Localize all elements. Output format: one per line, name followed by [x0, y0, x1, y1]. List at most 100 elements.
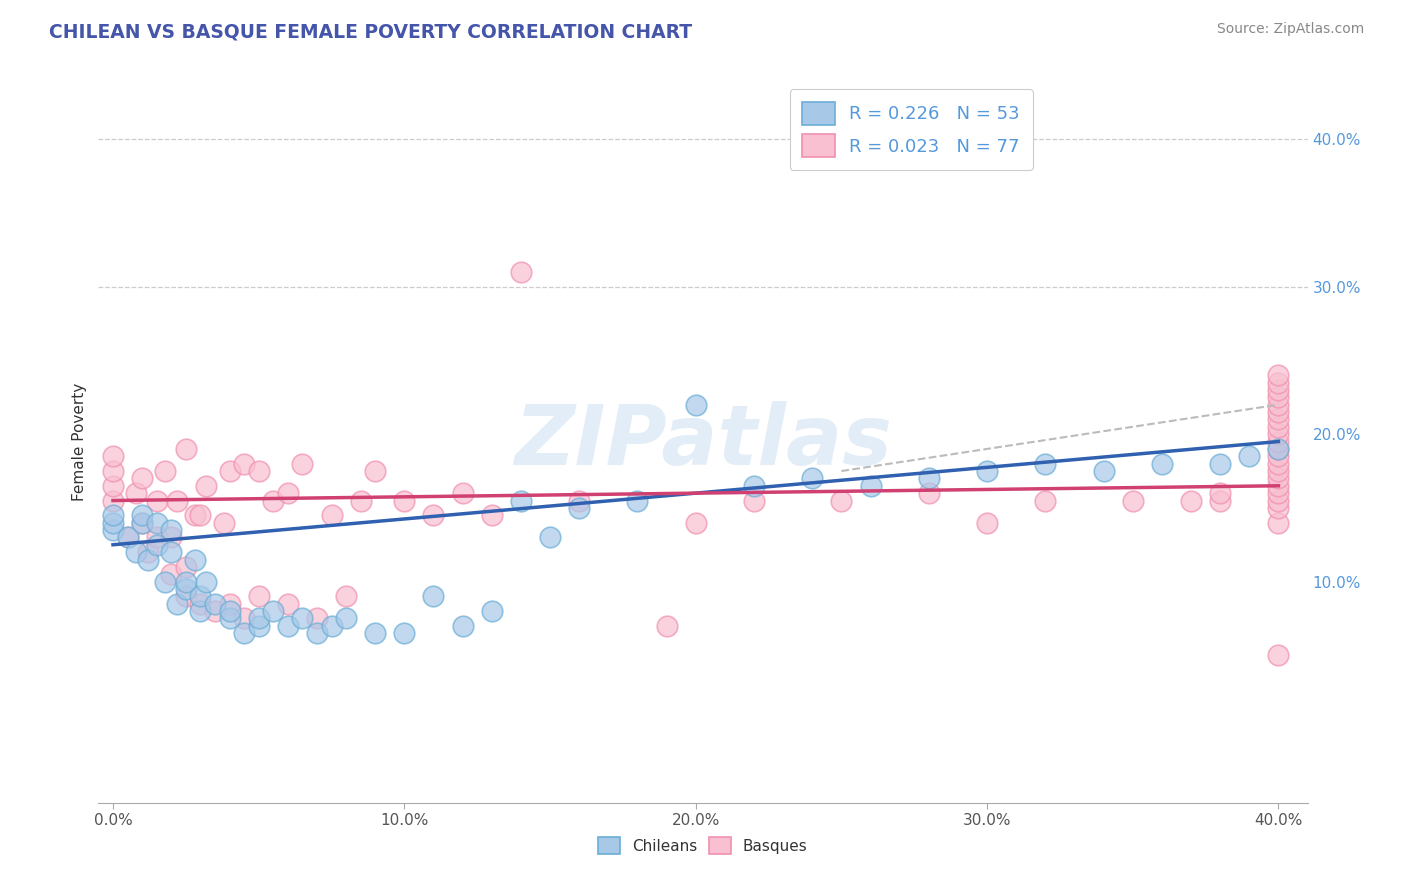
Point — [160, 523, 183, 537]
Point — [1209, 457, 1232, 471]
Point — [101, 493, 124, 508]
Text: Source: ZipAtlas.com: Source: ZipAtlas.com — [1216, 22, 1364, 37]
Point — [101, 523, 124, 537]
Point — [262, 493, 284, 508]
Point — [801, 471, 824, 485]
Point — [291, 457, 314, 471]
Point — [509, 493, 531, 508]
Point — [321, 508, 343, 523]
Point — [131, 471, 153, 485]
Y-axis label: Female Poverty: Female Poverty — [72, 383, 87, 500]
Point — [1267, 405, 1289, 419]
Point — [117, 530, 139, 544]
Point — [1267, 398, 1289, 412]
Text: CHILEAN VS BASQUE FEMALE POVERTY CORRELATION CHART: CHILEAN VS BASQUE FEMALE POVERTY CORRELA… — [49, 22, 692, 41]
Point — [190, 508, 212, 523]
Point — [335, 590, 357, 604]
Point — [1239, 450, 1261, 464]
Point — [174, 442, 197, 456]
Point — [247, 590, 270, 604]
Point — [394, 626, 416, 640]
Point — [136, 552, 159, 566]
Point — [422, 590, 444, 604]
Text: ZIPatlas: ZIPatlas — [515, 401, 891, 482]
Point — [101, 450, 124, 464]
Point — [1209, 486, 1232, 500]
Point — [830, 493, 852, 508]
Point — [291, 611, 314, 625]
Point — [1267, 486, 1289, 500]
Point — [364, 464, 387, 478]
Point — [305, 611, 328, 625]
Point — [1267, 471, 1289, 485]
Point — [1267, 442, 1289, 456]
Point — [422, 508, 444, 523]
Point — [321, 619, 343, 633]
Point — [101, 464, 124, 478]
Point — [233, 626, 256, 640]
Point — [451, 486, 474, 500]
Point — [1267, 493, 1289, 508]
Point — [190, 604, 212, 618]
Point — [166, 597, 188, 611]
Point — [247, 619, 270, 633]
Point — [1267, 390, 1289, 404]
Point — [350, 493, 373, 508]
Point — [247, 464, 270, 478]
Point — [1267, 412, 1289, 426]
Point — [305, 626, 328, 640]
Point — [145, 516, 167, 530]
Point — [481, 604, 503, 618]
Point — [538, 530, 561, 544]
Point — [481, 508, 503, 523]
Point — [195, 479, 218, 493]
Point — [233, 611, 256, 625]
Point — [1150, 457, 1173, 471]
Point — [125, 486, 148, 500]
Point — [131, 516, 153, 530]
Point — [183, 508, 205, 523]
Point — [262, 604, 284, 618]
Point — [183, 552, 205, 566]
Point — [160, 567, 183, 582]
Point — [277, 619, 299, 633]
Point — [364, 626, 387, 640]
Point — [218, 604, 240, 618]
Point — [174, 590, 197, 604]
Point — [101, 516, 124, 530]
Point — [568, 493, 591, 508]
Point — [1267, 442, 1289, 456]
Point — [131, 516, 153, 530]
Point — [212, 516, 235, 530]
Point — [1267, 500, 1289, 515]
Point — [742, 493, 765, 508]
Point — [1267, 368, 1289, 383]
Point — [195, 574, 218, 589]
Point — [166, 493, 188, 508]
Point — [101, 479, 124, 493]
Point — [218, 611, 240, 625]
Point — [859, 479, 882, 493]
Point — [976, 516, 998, 530]
Point — [174, 582, 197, 596]
Point — [1033, 493, 1056, 508]
Point — [1267, 419, 1289, 434]
Point — [626, 493, 648, 508]
Point — [204, 597, 226, 611]
Point — [1267, 427, 1289, 442]
Point — [1267, 450, 1289, 464]
Point — [136, 545, 159, 559]
Point — [160, 530, 183, 544]
Point — [155, 464, 177, 478]
Point — [145, 530, 167, 544]
Point — [1180, 493, 1202, 508]
Point — [155, 574, 177, 589]
Point — [655, 619, 678, 633]
Legend: Chileans, Basques: Chileans, Basques — [592, 831, 814, 860]
Point — [1267, 479, 1289, 493]
Point — [190, 590, 212, 604]
Point — [685, 516, 707, 530]
Point — [1267, 648, 1289, 663]
Point — [101, 508, 124, 523]
Point — [1267, 383, 1289, 397]
